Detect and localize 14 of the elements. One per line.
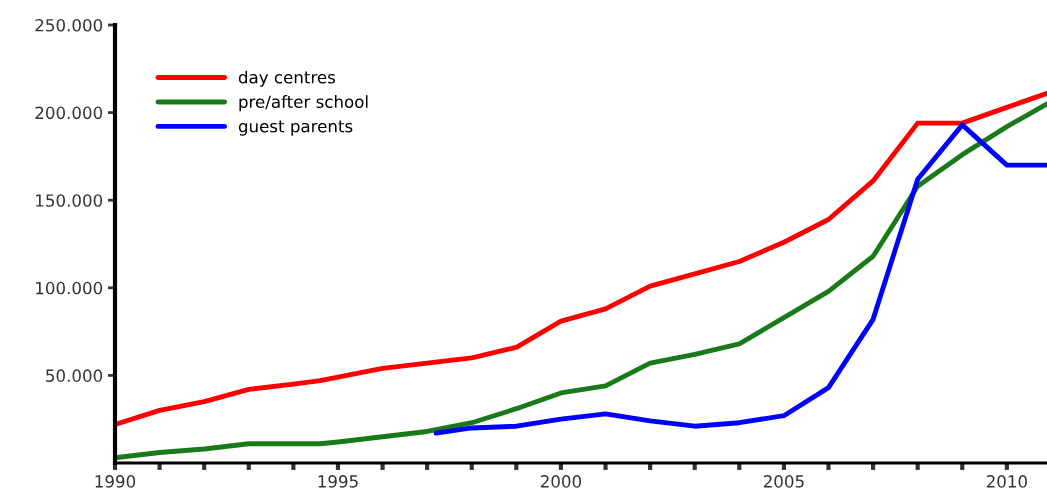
y-tick-label: 50.000 — [46, 369, 103, 382]
y-tick-label: 250.000 — [35, 18, 103, 32]
legend-label: day centres — [238, 70, 336, 87]
x-tick-label: 2010 — [986, 475, 1027, 488]
legend-label: pre/after school — [239, 95, 368, 112]
y-tick-label: 100.000 — [36, 281, 103, 295]
x-tick-label: 2005 — [763, 475, 804, 488]
y-tick-label: 200.000 — [35, 106, 103, 120]
x-tick-label: 2000 — [540, 475, 582, 488]
line-series — [433, 122, 1047, 436]
y-tick-label: 150.000 — [36, 194, 103, 207]
x-tick-label: 1990 — [95, 475, 136, 488]
x-tick-label: 1995 — [318, 475, 358, 488]
legend-label: guest parents — [238, 120, 353, 136]
